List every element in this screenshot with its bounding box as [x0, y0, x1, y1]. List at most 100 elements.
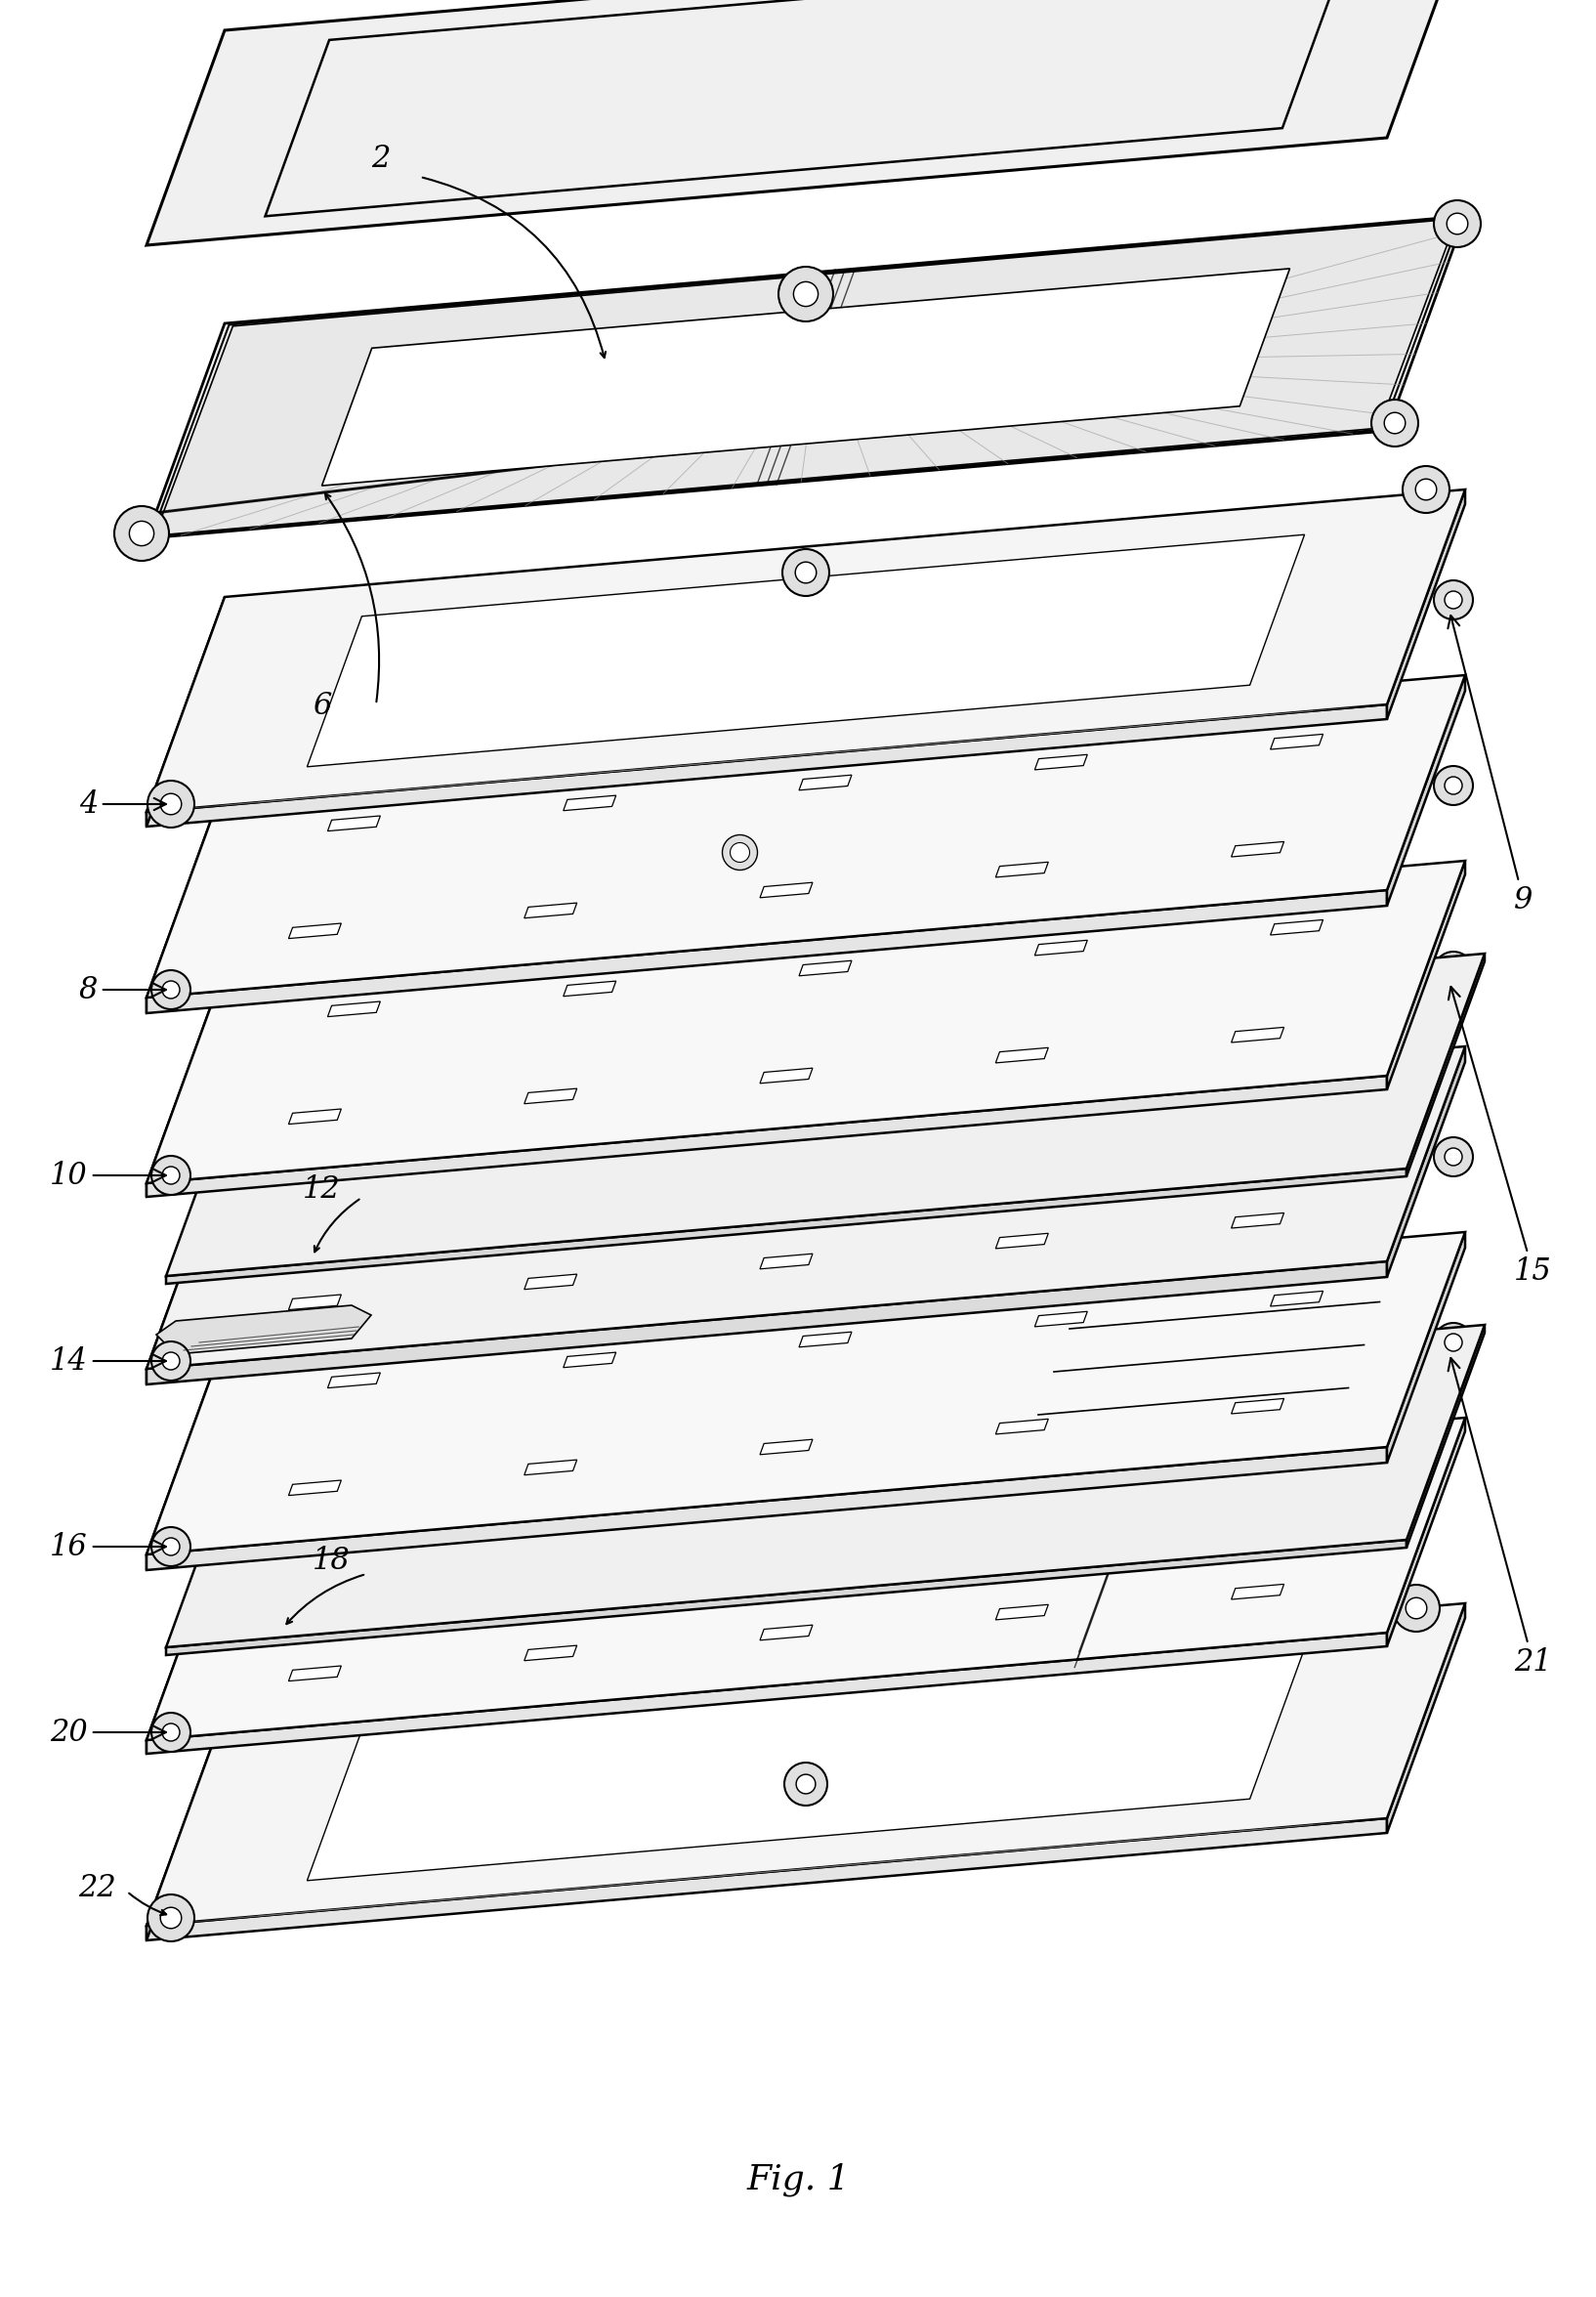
Circle shape	[1433, 200, 1481, 248]
Polygon shape	[147, 216, 1465, 537]
Circle shape	[152, 969, 190, 1008]
Polygon shape	[523, 1275, 576, 1289]
Polygon shape	[1221, 1073, 1258, 1084]
Polygon shape	[1270, 919, 1323, 935]
Polygon shape	[945, 1468, 982, 1479]
Text: 21: 21	[1448, 1358, 1551, 1677]
Text: 18: 18	[313, 1546, 351, 1576]
Polygon shape	[166, 953, 1484, 1277]
Polygon shape	[563, 1539, 616, 1553]
Polygon shape	[147, 1417, 1465, 1741]
Polygon shape	[760, 882, 812, 898]
Polygon shape	[147, 889, 1387, 1013]
Polygon shape	[156, 1305, 372, 1355]
Polygon shape	[996, 1420, 1049, 1433]
Polygon shape	[1232, 841, 1285, 857]
Polygon shape	[255, 1528, 292, 1539]
Text: 2: 2	[372, 145, 389, 175]
Circle shape	[152, 1341, 190, 1380]
Polygon shape	[523, 1089, 576, 1105]
Polygon shape	[147, 1603, 1465, 1925]
Polygon shape	[669, 1493, 705, 1505]
Polygon shape	[147, 1819, 1387, 1941]
Polygon shape	[1082, 1456, 1119, 1468]
Circle shape	[729, 843, 750, 861]
Circle shape	[1446, 214, 1468, 234]
Text: 22: 22	[78, 1872, 117, 1904]
Polygon shape	[800, 774, 852, 790]
Polygon shape	[800, 960, 852, 976]
Polygon shape	[1232, 1213, 1285, 1229]
Circle shape	[796, 1773, 816, 1794]
Polygon shape	[147, 969, 225, 1197]
Polygon shape	[147, 1047, 1465, 1369]
Polygon shape	[155, 218, 1457, 535]
Circle shape	[163, 1353, 180, 1369]
Polygon shape	[1387, 1047, 1465, 1277]
Polygon shape	[393, 1516, 431, 1528]
Polygon shape	[1082, 1084, 1119, 1096]
Circle shape	[163, 981, 180, 999]
Polygon shape	[760, 1068, 812, 1084]
Polygon shape	[147, 489, 1465, 811]
Circle shape	[160, 1907, 182, 1929]
Polygon shape	[289, 1296, 342, 1309]
Polygon shape	[523, 903, 576, 919]
Circle shape	[723, 834, 758, 871]
Polygon shape	[147, 1447, 1387, 1571]
Circle shape	[115, 505, 169, 560]
Polygon shape	[147, 597, 225, 827]
Circle shape	[779, 266, 833, 322]
Circle shape	[1384, 413, 1406, 434]
Polygon shape	[166, 1169, 1406, 1284]
Circle shape	[1444, 962, 1462, 981]
Polygon shape	[1270, 735, 1323, 749]
Circle shape	[1371, 400, 1419, 446]
Polygon shape	[147, 783, 225, 1013]
Polygon shape	[1034, 939, 1087, 956]
Text: 16: 16	[49, 1532, 166, 1562]
Text: 12: 12	[303, 1174, 340, 1204]
Polygon shape	[1034, 1126, 1087, 1142]
Polygon shape	[800, 1518, 852, 1532]
Polygon shape	[147, 1339, 225, 1571]
Text: 8: 8	[78, 974, 166, 1004]
Text: 9: 9	[1448, 616, 1532, 914]
Polygon shape	[1358, 1433, 1395, 1445]
Polygon shape	[1387, 1603, 1465, 1833]
Text: 14: 14	[49, 1346, 166, 1376]
Polygon shape	[1221, 1445, 1258, 1456]
Polygon shape	[996, 1233, 1049, 1250]
Polygon shape	[393, 1144, 431, 1155]
Polygon shape	[808, 1109, 844, 1121]
Polygon shape	[147, 861, 1465, 1183]
Polygon shape	[147, 0, 1465, 246]
Circle shape	[1403, 466, 1449, 512]
Polygon shape	[327, 1374, 380, 1387]
Circle shape	[782, 549, 830, 595]
Polygon shape	[1406, 953, 1484, 1176]
Polygon shape	[1232, 1399, 1285, 1413]
Polygon shape	[1387, 489, 1465, 719]
Polygon shape	[996, 1606, 1049, 1619]
Polygon shape	[808, 1482, 844, 1491]
Polygon shape	[563, 981, 616, 997]
Polygon shape	[265, 0, 1347, 216]
Polygon shape	[760, 1440, 812, 1454]
Polygon shape	[327, 815, 380, 832]
Polygon shape	[996, 861, 1049, 877]
Polygon shape	[306, 1649, 1304, 1881]
Polygon shape	[166, 1539, 1406, 1656]
Polygon shape	[1387, 1417, 1465, 1647]
Circle shape	[211, 1697, 259, 1743]
Circle shape	[1433, 1323, 1473, 1362]
Circle shape	[793, 283, 819, 306]
Polygon shape	[1034, 756, 1087, 769]
Polygon shape	[1232, 1027, 1285, 1043]
Text: 4: 4	[78, 788, 166, 820]
Polygon shape	[1270, 1477, 1323, 1493]
Circle shape	[1433, 1137, 1473, 1176]
Circle shape	[147, 1895, 195, 1941]
Circle shape	[163, 1723, 180, 1741]
Polygon shape	[1406, 1325, 1484, 1548]
